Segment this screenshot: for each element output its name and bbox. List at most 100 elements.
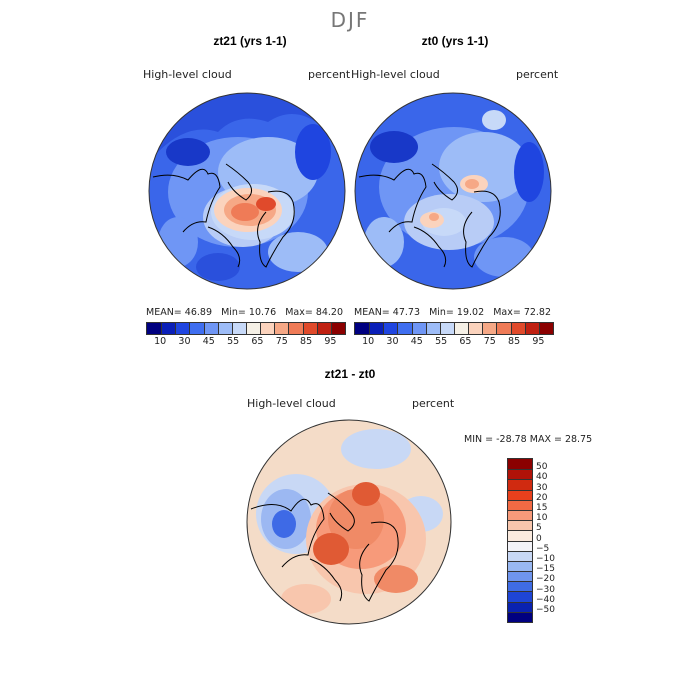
colorbar-swatch — [383, 323, 398, 334]
colorbar-tick-label: 65 — [459, 336, 472, 347]
diff-variable-label: High-level cloud — [247, 397, 336, 410]
colorbar-swatch — [330, 323, 345, 334]
panel1-colorbar-ticks: 10 30 45 55 65 75 85 95 — [146, 336, 344, 348]
panel1-coastline — [152, 163, 295, 268]
colorbar-swatch — [147, 323, 162, 334]
colorbar-tick-label: 75 — [483, 336, 496, 347]
colorbar-swatch — [508, 601, 532, 612]
colorbar-swatch — [302, 323, 317, 334]
colorbar-swatch — [508, 591, 532, 602]
panel2-stats: MEAN= 47.73 Min= 19.02 Max= 72.82 — [354, 307, 552, 318]
colorbar-swatch — [482, 323, 497, 334]
colorbar-tick-label: 95 — [324, 336, 337, 347]
colorbar-swatch — [274, 323, 289, 334]
colorbar-swatch — [175, 323, 190, 334]
colorbar-swatch — [508, 459, 532, 470]
season-title: DJF — [330, 8, 370, 32]
colorbar-tick-label: 5 — [536, 523, 542, 534]
colorbar-tick-label: 10 — [362, 336, 375, 347]
colorbar-swatch — [508, 469, 532, 480]
colorbar-swatch — [496, 323, 511, 334]
colorbar-tick-label: 75 — [275, 336, 288, 347]
diff-stats: MIN = -28.78 MAX = 28.75 — [464, 434, 593, 445]
colorbar-swatch — [508, 550, 532, 561]
colorbar-swatch — [508, 479, 532, 490]
colorbar-tick-label: 0 — [536, 533, 542, 544]
colorbar-swatch — [288, 323, 303, 334]
colorbar-swatch — [508, 499, 532, 510]
colorbar-swatch — [161, 323, 176, 334]
diff-units-label: percent — [412, 397, 455, 410]
colorbar-swatch — [508, 581, 532, 592]
colorbar-tick-label: −5 — [536, 543, 550, 554]
colorbar-swatch — [439, 323, 454, 334]
colorbar-tick-label: 55 — [227, 336, 240, 347]
colorbar-swatch — [524, 323, 539, 334]
colorbar-swatch — [508, 571, 532, 582]
colorbar-tick-label: 45 — [410, 336, 423, 347]
colorbar-tick-label: 30 — [536, 482, 548, 493]
colorbar-tick-label: 10 — [154, 336, 167, 347]
colorbar-swatch — [217, 323, 232, 334]
diff-colorbar — [507, 458, 533, 623]
colorbar-tick-label: 85 — [508, 336, 521, 347]
colorbar-tick-label: −20 — [536, 574, 555, 585]
diff-panel-title: zt21 - zt0 — [324, 367, 376, 381]
panel1-colorbar — [146, 322, 346, 335]
colorbar-tick-label: 45 — [202, 336, 215, 347]
colorbar-tick-label: 30 — [386, 336, 399, 347]
colorbar-tick-label: −40 — [536, 594, 555, 605]
colorbar-tick-label: 15 — [536, 503, 548, 513]
colorbar-tick-label: 65 — [251, 336, 264, 347]
colorbar-tick-label: 20 — [536, 492, 548, 503]
colorbar-swatch — [508, 540, 532, 551]
panel2-colorbar — [354, 322, 554, 335]
colorbar-swatch — [538, 323, 553, 334]
colorbar-swatch — [468, 323, 483, 334]
panel1-units-label: percent — [308, 68, 351, 81]
panel2-units-label: percent — [516, 68, 559, 81]
colorbar-tick-label: 40 — [536, 472, 548, 483]
colorbar-swatch — [508, 489, 532, 500]
panel2-map — [354, 92, 552, 290]
colorbar-swatch — [316, 323, 331, 334]
colorbar-swatch — [189, 323, 204, 334]
colorbar-swatch — [508, 611, 532, 622]
diff-colorbar-ticks: 50 40 30 20 15 10 5 0 −5 −10 −15 −20 −30 −40 −50 — [536, 458, 576, 628]
colorbar-tick-label: 95 — [532, 336, 545, 347]
colorbar-tick-label: 50 — [536, 462, 548, 473]
colorbar-tick-label: −10 — [536, 554, 555, 564]
colorbar-swatch — [397, 323, 412, 334]
colorbar-swatch — [508, 560, 532, 572]
colorbar-swatch — [411, 323, 426, 334]
colorbar-swatch — [510, 323, 525, 334]
colorbar-swatch — [508, 530, 532, 541]
panel2-title: zt0 (yrs 1-1) — [421, 34, 489, 48]
colorbar-swatch — [425, 323, 440, 334]
panel2-colorbar-ticks: 10 30 45 55 65 75 85 95 — [354, 336, 552, 348]
colorbar-tick-label: 10 — [536, 513, 548, 524]
colorbar-swatch — [203, 323, 218, 334]
panel1-stats: MEAN= 46.89 Min= 10.76 Max= 84.20 — [146, 307, 344, 318]
diff-coastline — [250, 492, 399, 602]
colorbar-swatch — [369, 323, 384, 334]
colorbar-swatch — [260, 323, 275, 334]
panel2-coastline — [358, 163, 501, 268]
panel2-variable-label: High-level cloud — [351, 68, 440, 81]
colorbar-tick-label: −15 — [536, 564, 555, 575]
colorbar-swatch — [508, 509, 532, 521]
colorbar-tick-label: 85 — [300, 336, 313, 347]
panel1-title: zt21 (yrs 1-1) — [213, 34, 287, 48]
panel1-map — [148, 92, 346, 290]
colorbar-tick-label: 55 — [435, 336, 448, 347]
colorbar-swatch — [231, 323, 246, 334]
colorbar-tick-label: −50 — [536, 605, 555, 615]
colorbar-swatch — [355, 323, 370, 334]
diff-map — [246, 419, 452, 625]
colorbar-tick-label: 30 — [178, 336, 191, 347]
colorbar-tick-label: −30 — [536, 584, 555, 595]
colorbar-swatch — [453, 323, 469, 334]
colorbar-swatch — [245, 323, 261, 334]
panel1-variable-label: High-level cloud — [143, 68, 232, 81]
colorbar-swatch — [508, 520, 532, 531]
